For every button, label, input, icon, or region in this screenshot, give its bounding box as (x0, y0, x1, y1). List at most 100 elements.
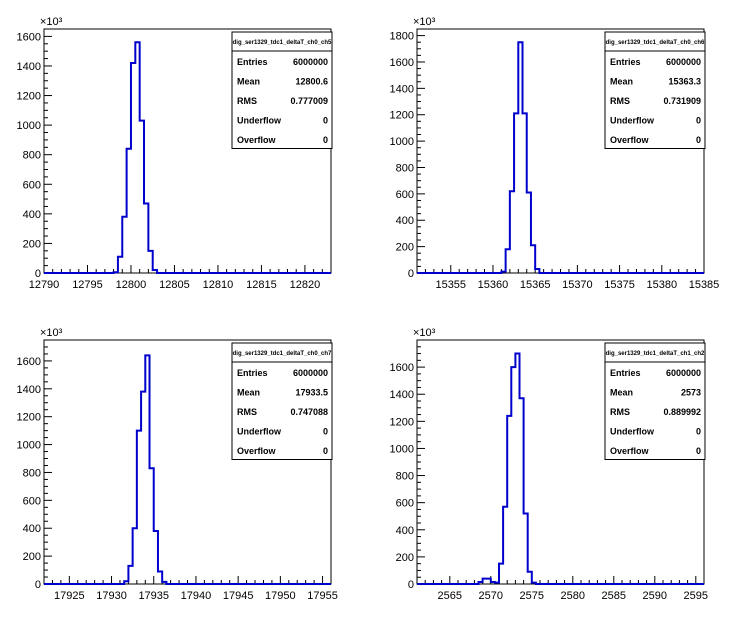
x-tick-label: 15360 (478, 279, 509, 291)
x-tick-label: 12805 (159, 279, 190, 291)
y-tick-label: 1400 (390, 83, 414, 95)
histogram-bin (114, 272, 118, 273)
x-tick-label: 15365 (520, 279, 551, 291)
y-tick-label: 200 (23, 238, 41, 250)
x-tick-label: 15375 (604, 279, 635, 291)
stats-label: Underflow (610, 427, 655, 437)
y-multiplier-label: ×10³ (413, 16, 436, 28)
histogram-bin (148, 251, 152, 273)
x-tick-label: 15380 (646, 279, 677, 291)
histogram-bin (499, 564, 503, 584)
x-tick-label: 17950 (265, 590, 296, 602)
histogram-bin (150, 468, 154, 584)
stats-value: 0 (323, 116, 328, 126)
stats-label: Mean (610, 77, 633, 87)
histogram-bin (122, 217, 126, 273)
stats-box: dig_ser1329_tdc1_deltaT_ch0_ch5 Entries 60… (231, 31, 333, 149)
histogram-bin (128, 566, 132, 584)
stats-value: 0 (696, 427, 701, 437)
y-tick-label: 1000 (390, 443, 414, 455)
histogram-bin (531, 245, 535, 273)
stats-value: 6000000 (293, 57, 328, 67)
stats-value: 0.731909 (663, 96, 701, 106)
y-multiplier-label: ×10³ (40, 16, 63, 28)
histogram-bin (518, 42, 522, 273)
histogram-bin (154, 531, 158, 584)
histogram-bin (131, 63, 135, 273)
stats-value: 12800.6 (295, 77, 328, 87)
stats-label: RMS (237, 96, 257, 106)
x-tick-label: 12810 (203, 279, 234, 291)
stats-box-title: dig_ser1329_tdc1_deltaT_ch0_ch7 (233, 351, 332, 357)
histogram-bin (140, 121, 144, 273)
x-tick-label: 2580 (561, 590, 585, 602)
stats-box-frame (604, 342, 706, 460)
stats-label: Mean (610, 388, 633, 398)
x-tick-label: 12815 (246, 279, 277, 291)
histogram-panel-2: 0 200 400 600 800 1000 1200 1400 1600 1800 15355 15… (390, 16, 720, 291)
histogram-bin (510, 191, 514, 273)
histogram-panel-3: 0 200 400 600 800 1000 1200 1400 1600 17925 17930 1… (17, 327, 338, 602)
histogram-bin (153, 270, 157, 273)
histogram-bin (127, 149, 131, 273)
stats-label: Underflow (237, 116, 282, 126)
stats-box: dig_ser1329_tdc1_deltaT_ch0_ch6 Entries 60… (604, 31, 706, 149)
y-multiplier-label: ×10³ (40, 327, 63, 339)
histogram-bin (523, 113, 527, 273)
histogram-bin (506, 249, 510, 273)
stats-box-frame (231, 31, 333, 149)
stats-value: 0 (696, 446, 701, 456)
stats-label: Overflow (610, 446, 650, 456)
stats-value: 0 (696, 135, 701, 145)
y-tick-label: 200 (396, 242, 414, 254)
histogram-bin (144, 203, 148, 273)
x-tick-label: 2595 (684, 590, 708, 602)
stats-label: Mean (237, 388, 260, 398)
x-tick-label: 2575 (520, 590, 544, 602)
stats-label: Underflow (237, 427, 282, 437)
y-tick-label: 600 (396, 498, 414, 510)
stats-value: 6000000 (666, 368, 701, 378)
stats-value: 17933.5 (295, 388, 328, 398)
y-tick-label: 600 (23, 495, 41, 507)
x-tick-label: 15385 (689, 279, 720, 291)
histogram-bin (535, 269, 539, 273)
histogram-outline (417, 41, 704, 274)
stats-value: 15363.3 (668, 77, 701, 87)
y-tick-label: 1600 (17, 31, 41, 43)
y-tick-label: 600 (23, 179, 41, 191)
stats-label: Overflow (610, 135, 650, 145)
histogram-bin (487, 579, 491, 584)
stats-value: 0.889992 (663, 407, 701, 417)
stats-label: RMS (610, 407, 630, 417)
histogram-bin (137, 431, 141, 584)
histogram-bin (158, 571, 162, 584)
y-tick-label: 1600 (390, 362, 414, 374)
y-tick-label: 1200 (17, 91, 41, 103)
stats-label: Entries (237, 57, 268, 67)
y-tick-label: 1200 (390, 110, 414, 122)
stats-value: 0.777009 (290, 96, 328, 106)
histogram-panel-4: 0 200 400 600 800 1000 1200 1400 1600 2565 2570 257… (390, 327, 709, 602)
histogram-bin (501, 272, 505, 273)
y-tick-label: 0 (35, 579, 41, 591)
x-tick-label: 2565 (438, 590, 462, 602)
histogram-bin (532, 583, 536, 584)
y-tick-label: 1400 (390, 389, 414, 401)
stats-value: 0.747088 (290, 407, 328, 417)
histogram-bin (515, 354, 519, 584)
y-tick-label: 1000 (390, 136, 414, 148)
stats-value: 0 (323, 446, 328, 456)
stats-label: Entries (610, 368, 641, 378)
y-tick-label: 1600 (390, 57, 414, 69)
histogram-bin (133, 528, 137, 584)
stats-box: dig_ser1329_tdc1_deltaT_ch1_ch2 Entries 60… (604, 342, 706, 460)
x-tick-label: 2570 (479, 590, 503, 602)
x-tick-label: 12790 (29, 279, 60, 291)
x-tick-label: 15370 (562, 279, 593, 291)
histogram-bin (527, 193, 531, 273)
y-tick-label: 600 (396, 189, 414, 201)
y-tick-label: 400 (23, 523, 41, 535)
y-tick-label: 0 (408, 579, 414, 591)
